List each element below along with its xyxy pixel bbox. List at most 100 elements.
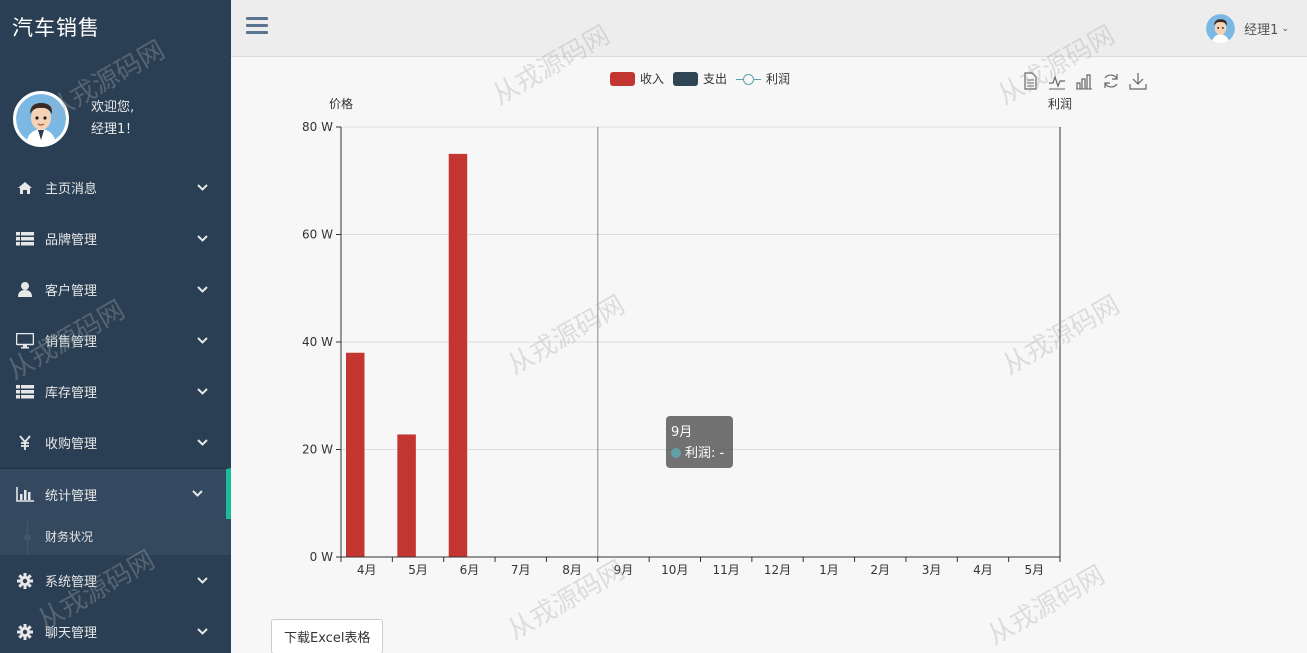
y-tick-label: 60 W [302, 228, 333, 242]
x-tick-label: 8月 [562, 563, 582, 577]
profile-name: 经理1！ [91, 121, 139, 137]
sidebar-item-label: 收购管理 [45, 437, 98, 452]
x-tick-label: 10月 [661, 563, 688, 577]
bar-收入-1 [346, 352, 365, 557]
avatar [1206, 14, 1236, 43]
y-axis-title: 价格 [329, 96, 353, 111]
sidebar-item-6[interactable]: 收购管理 [0, 417, 231, 468]
user-name: 经理1 [1244, 23, 1279, 38]
submenu-item-finance[interactable]: 财务状况 [45, 530, 94, 544]
sidebar-item-5[interactable]: 库存管理 [0, 366, 231, 417]
list-icon [16, 231, 34, 247]
sidebar-menu: 主页消息品牌管理客户管理销售管理库存管理收购管理统计管理财务状况系统管理聊天管理 [0, 162, 231, 653]
x-tick-label: 2月 [870, 563, 890, 577]
sidebar-item-8[interactable]: 系统管理 [0, 555, 231, 606]
y-tick-label: 0 W [310, 550, 333, 564]
bar-chart-icon[interactable] [1075, 72, 1093, 90]
list-icon [16, 384, 34, 400]
menu-toggle-icon[interactable] [246, 17, 268, 37]
legend-swatch [610, 71, 635, 86]
sidebar-item-label: 销售管理 [45, 335, 98, 350]
chevron-down-icon [197, 232, 208, 245]
y-tick-label: 80 W [302, 120, 333, 134]
y-tick-label: 20 W [302, 443, 333, 457]
finance-chart: 0 W 20 W 40 W 60 W 80 W 价格 利润 4月 5月 6月 7月 8月 9月 10月 11… [302, 96, 1072, 577]
legend-label: 收入 [640, 72, 665, 86]
chevron-down-icon [197, 625, 208, 638]
x-tick-label: 9月 [614, 563, 634, 577]
download-excel-button[interactable]: 下载Excel表格 [271, 619, 384, 653]
desktop-icon [16, 332, 34, 349]
line-chart-icon[interactable] [1048, 72, 1066, 90]
x-tick-label: 5月 [1025, 563, 1045, 577]
sidebar-item-label: 聊天管理 [45, 626, 98, 641]
app-title[interactable]: 汽车销售 [12, 16, 100, 40]
tooltip-value: 利润: - [685, 446, 725, 461]
sidebar-item-label: 库存管理 [45, 386, 98, 401]
main-content: 0 W 20 W 40 W 60 W 80 W 价格 利润 4月 5月 6月 7月 8月 9月 10月 11… [231, 57, 1307, 653]
legend-item-2[interactable]: 支出 [673, 70, 727, 87]
welcome-text: 欢迎您, [91, 99, 135, 115]
restore-icon[interactable] [1102, 72, 1120, 90]
x-tick-label: 5月 [408, 563, 428, 577]
submenu-dot-icon [24, 534, 31, 541]
x-tick-label: 11月 [713, 563, 740, 577]
sidebar-item-label: 统计管理 [45, 488, 98, 504]
chevron-down-icon [197, 385, 208, 398]
chevron-down-icon: ⌄ [1281, 23, 1289, 34]
sidebar-item-3[interactable]: 客户管理 [0, 264, 231, 315]
x-tick-label: 1月 [819, 563, 839, 577]
chevron-down-icon [197, 436, 208, 449]
sidebar: 汽车销售 欢迎您, 经理1！ 主页消息品牌管理客户管理销售管理库存管理收购管理统… [0, 0, 231, 653]
avatar-illustration [16, 93, 66, 144]
home-icon [16, 180, 34, 196]
yen-icon [16, 435, 34, 451]
legend-swatch [673, 71, 699, 86]
legend-label: 支出 [703, 72, 728, 86]
y2-axis-title: 利润 [1048, 97, 1072, 111]
sidebar-item-label: 品牌管理 [45, 233, 98, 248]
sidebar-item-9[interactable]: 聊天管理 [0, 606, 231, 653]
y-tick-label: 40 W [302, 335, 333, 349]
chart-legend: 收入 支出 利润 [610, 70, 799, 87]
sidebar-item-label: 主页消息 [45, 182, 98, 197]
gear-icon [16, 623, 34, 640]
x-tick-label: 3月 [922, 563, 942, 577]
chevron-down-icon [192, 488, 203, 501]
sidebar-item-label: 系统管理 [45, 575, 98, 590]
submenu: 财务状况 [0, 519, 231, 555]
sidebar-item-1[interactable]: 主页消息 [0, 162, 231, 213]
x-tick-label: 4月 [973, 563, 993, 577]
bar-收入-2 [397, 434, 416, 557]
chevron-down-icon [197, 334, 208, 347]
chevron-down-icon [197, 283, 208, 296]
download-icon[interactable] [1129, 72, 1147, 90]
user-menu[interactable]: 经理1 ⌄ [1206, 14, 1289, 43]
sidebar-item-7[interactable]: 统计管理 [0, 468, 231, 519]
gear-icon [16, 572, 34, 589]
chevron-down-icon [197, 181, 208, 194]
legend-label: 利润 [766, 72, 791, 86]
avatar [13, 90, 69, 147]
sidebar-item-label: 客户管理 [45, 284, 98, 299]
tooltip-title: 9月 [671, 425, 693, 440]
chart-toolbox [1021, 72, 1156, 90]
x-tick-label: 6月 [460, 563, 480, 577]
sidebar-item-4[interactable]: 销售管理 [0, 315, 231, 366]
legend-swatch [736, 72, 762, 86]
legend-item-3[interactable]: 利润 [736, 70, 790, 87]
x-tick-label: 7月 [511, 563, 531, 577]
profile-panel: 欢迎您, 经理1！ [0, 57, 231, 162]
top-nav: 经理1 ⌄ [231, 0, 1307, 57]
bar-收入-3 [448, 153, 468, 557]
data-view-icon[interactable] [1021, 72, 1039, 90]
avatar-illustration [1206, 14, 1236, 43]
user-icon [16, 282, 34, 298]
series-dot-icon [671, 448, 681, 458]
legend-item-1[interactable]: 收入 [610, 70, 664, 87]
bar-chart-icon [16, 486, 34, 502]
sidebar-item-2[interactable]: 品牌管理 [0, 213, 231, 264]
x-tick-label: 4月 [357, 563, 377, 577]
chevron-down-icon [197, 574, 208, 587]
profile-text: 欢迎您, 经理1！ [91, 97, 138, 141]
